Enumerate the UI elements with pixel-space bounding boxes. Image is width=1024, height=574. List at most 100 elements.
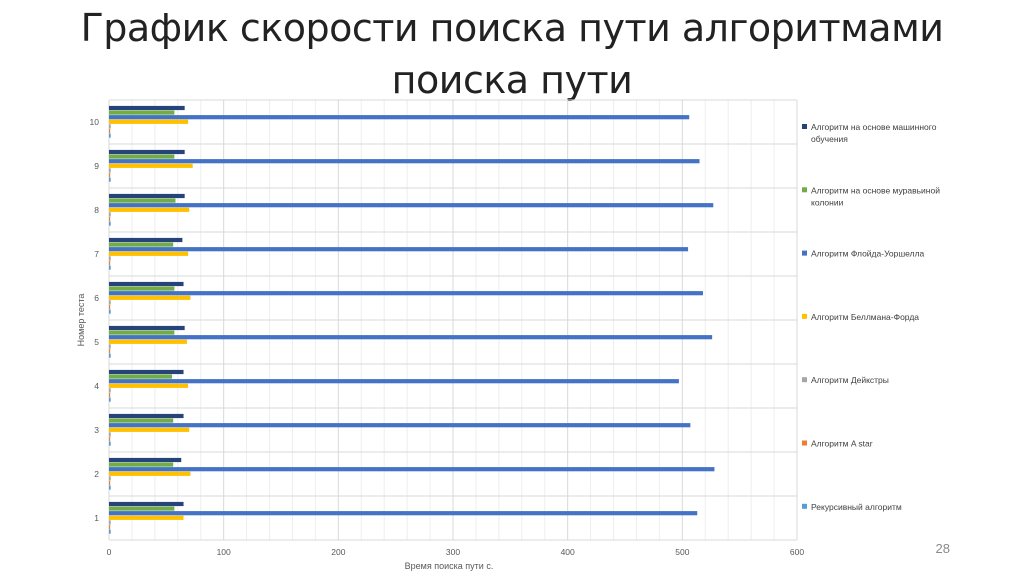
bar [109, 467, 715, 472]
bar [109, 216, 111, 222]
legend-swatch [802, 377, 807, 383]
bar [109, 128, 111, 134]
bar [109, 462, 174, 467]
y-tick-label: 6 [94, 293, 99, 303]
bar [109, 413, 184, 419]
bar [109, 515, 184, 520]
bar [109, 133, 111, 138]
legend-swatch [802, 187, 807, 193]
bar [109, 476, 111, 481]
bar [109, 457, 182, 463]
x-axis-label: Время поиска пути с. [405, 561, 494, 571]
legend-swatch [802, 124, 807, 129]
legend-label: обучения [811, 134, 848, 144]
bar [109, 105, 185, 111]
bar [109, 480, 111, 486]
slide-title: График скорости поиска пути алгоритмами … [0, 2, 1024, 106]
bar [109, 524, 111, 530]
bar [109, 397, 111, 402]
y-tick-label: 9 [94, 161, 99, 171]
bar [109, 149, 185, 155]
y-tick-label: 8 [94, 205, 99, 215]
bar [109, 471, 191, 476]
bar [109, 295, 191, 300]
bar [109, 198, 176, 203]
gridlines [108, 99, 798, 541]
bar [109, 212, 111, 217]
x-tick-label: 200 [331, 547, 345, 557]
legend-swatch [802, 503, 807, 509]
bar [109, 119, 189, 124]
bar [109, 325, 185, 331]
bar [109, 172, 111, 178]
bar [109, 485, 111, 490]
legend-label: Алгоритм на основе машинного [811, 122, 937, 132]
bar [109, 115, 690, 120]
y-tick-label: 4 [94, 381, 99, 391]
page-number: 28 [935, 541, 950, 556]
legend-label: колонии [811, 197, 844, 207]
bar [109, 256, 111, 261]
bar [109, 177, 111, 182]
bar [109, 237, 183, 243]
bar [109, 163, 193, 168]
y-axis-label: Номер теста [76, 294, 86, 347]
bar [109, 304, 111, 310]
bar [109, 369, 184, 375]
bar [109, 335, 713, 340]
legend-label: Рекурсивный алгоритм [811, 502, 902, 512]
y-tick-label: 5 [94, 337, 99, 347]
bar [109, 330, 175, 335]
bar [109, 193, 185, 199]
bar [109, 441, 111, 446]
bar [109, 344, 111, 349]
bar [109, 247, 689, 252]
legend: Алгоритм на основе машинного обучения Алго… [802, 122, 940, 512]
bar [109, 168, 111, 173]
x-tick-label: 400 [561, 547, 575, 557]
bar [109, 383, 189, 388]
bar [109, 423, 691, 428]
x-tick-labels: 0 100 200 300 400 500 600 [107, 547, 805, 557]
bar [109, 392, 111, 398]
bar [109, 379, 679, 384]
legend-label: Алгоритм Беллмана-Форда [811, 312, 919, 322]
bar [109, 506, 175, 511]
y-tick-label: 1 [94, 513, 99, 523]
legend-label: Алгоритм A star [811, 439, 873, 449]
bar [109, 265, 111, 270]
y-tick-label: 3 [94, 425, 99, 435]
bar [109, 339, 187, 344]
bar [109, 388, 111, 393]
legend-swatch [802, 313, 807, 319]
bars [109, 105, 715, 534]
x-tick-label: 600 [790, 547, 804, 557]
y-tick-labels: 1 2 3 4 5 6 7 8 9 10 [90, 117, 100, 523]
bar [109, 374, 173, 379]
slide-title-line-2: поиска пути [391, 58, 633, 102]
bar [109, 286, 175, 291]
bar [109, 348, 111, 354]
bar [109, 511, 698, 516]
bar [109, 203, 714, 208]
bar [109, 291, 703, 296]
bar [109, 300, 111, 305]
slide-title-line-1: График скорости поиска пути алгоритмами [80, 6, 944, 50]
y-tick-label: 7 [94, 249, 99, 259]
bar [109, 436, 111, 442]
bar [109, 353, 111, 358]
bar [109, 124, 111, 129]
legend-swatch [802, 250, 807, 256]
bar [109, 520, 111, 525]
bar [109, 260, 111, 266]
bar [109, 529, 111, 534]
bar [109, 427, 190, 432]
x-tick-label: 0 [107, 547, 112, 557]
bar [109, 110, 175, 115]
bar [109, 432, 111, 437]
y-tick-label: 2 [94, 469, 99, 479]
y-tick-label: 10 [90, 117, 100, 127]
bar [109, 242, 174, 247]
bar [109, 251, 189, 256]
